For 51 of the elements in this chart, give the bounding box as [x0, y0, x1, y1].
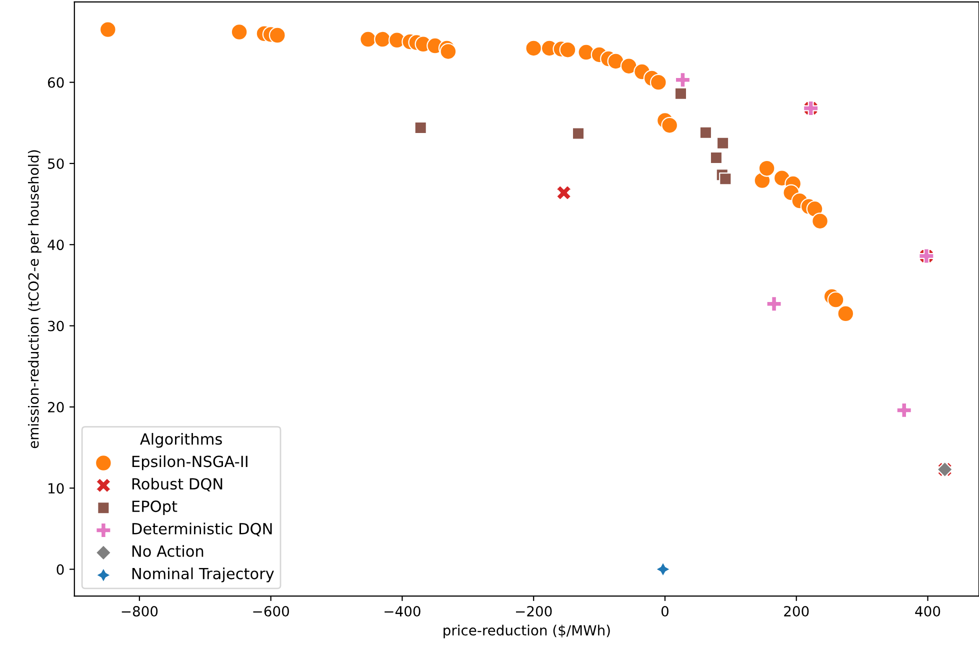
legend-label: Deterministic DQN [132, 522, 272, 536]
x-tick-label: −600 [253, 606, 289, 617]
x-tick-label: 0 [661, 606, 668, 617]
point [661, 116, 678, 134]
y-axis-title: emission-reduction (tCO2-e per household) [28, 150, 42, 448]
point [655, 561, 671, 578]
point [414, 121, 427, 134]
y-tick-label: 40 [48, 240, 64, 250]
point [559, 41, 576, 58]
x-axis-title: price-reduction ($/MWh) [444, 624, 610, 638]
y-tick-label: 60 [48, 77, 64, 88]
point [360, 30, 377, 48]
x-tick-label: −400 [384, 606, 420, 617]
x-tick-label: −200 [516, 606, 552, 617]
legend-label: Nominal Trajectory [132, 568, 274, 582]
y-tick-label: 20 [48, 402, 64, 412]
point [766, 296, 782, 312]
point [827, 291, 844, 308]
point [716, 136, 730, 150]
point [572, 127, 585, 140]
point [440, 43, 457, 60]
legend-label: No Action [132, 545, 204, 557]
legend-title: Algorithms [140, 432, 222, 448]
point [607, 52, 624, 70]
y-tick-label: 30 [48, 320, 64, 332]
legend-label: Robust DQN [132, 478, 222, 492]
point [650, 74, 667, 91]
point [674, 72, 691, 88]
point [374, 30, 391, 48]
point [525, 40, 542, 57]
point [620, 58, 638, 75]
x-tick-label: −800 [122, 606, 158, 617]
point [710, 151, 723, 164]
point [268, 26, 286, 44]
point [812, 212, 828, 230]
point [719, 172, 732, 186]
y-tick-label: 50 [48, 158, 64, 169]
point [230, 24, 248, 40]
legend-label: Epsilon-NSGA-II [132, 455, 248, 470]
legend-label: EPOpt [132, 500, 178, 516]
y-tick-label: 0 [56, 564, 64, 575]
point [699, 126, 712, 139]
y-tick-label: 10 [48, 483, 64, 494]
x-tick-label: 200 [784, 606, 809, 617]
point [674, 87, 688, 100]
point [896, 402, 912, 418]
point [758, 160, 776, 177]
point [556, 184, 572, 201]
point [837, 305, 854, 322]
point [99, 21, 116, 38]
x-tick-label: 400 [915, 606, 940, 617]
